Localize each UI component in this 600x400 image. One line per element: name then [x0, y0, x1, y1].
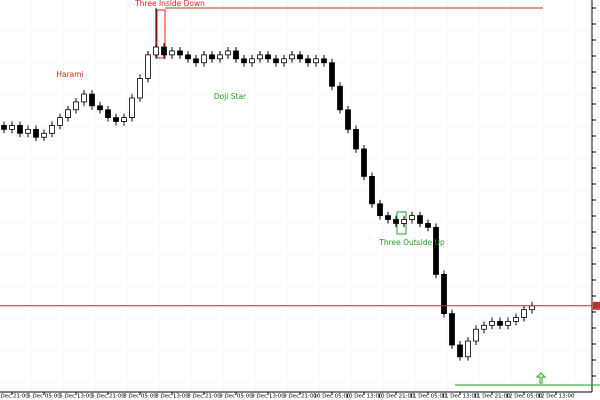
pattern-box: [156, 9, 166, 59]
candle-body: [345, 109, 351, 130]
candle-body: [481, 324, 487, 330]
candle-body: [321, 58, 327, 64]
candle-body: [233, 50, 239, 60]
x-tick-label: 9 Dec 13:00: [251, 394, 285, 400]
x-tick-label: 10 Dec 05:00: [314, 394, 351, 400]
x-tick-label: 10 Dec 13:00: [346, 394, 383, 400]
candle-body: [257, 54, 263, 60]
candle-body: [249, 58, 255, 64]
pattern-label: Doji Star: [214, 92, 247, 101]
candle-body: [33, 128, 39, 138]
x-tick-label: 10 Dec 21:00: [378, 394, 415, 400]
pattern-label: Three Outside Up: [378, 238, 445, 247]
candle-body: [489, 321, 495, 326]
candle-body: [313, 58, 319, 64]
candle-body: [49, 125, 55, 134]
candle-body: [449, 313, 455, 346]
candle-body: [105, 109, 111, 119]
candle-body: [297, 54, 303, 60]
x-tick-label: 5 Dec 21:00: [91, 394, 125, 400]
candle-body: [1, 125, 7, 130]
candle-body: [185, 54, 191, 60]
candle-body: [473, 328, 479, 342]
candle-body: [73, 101, 79, 111]
candle-body: [225, 50, 231, 56]
candle-body: [169, 50, 175, 56]
candle-body: [217, 54, 223, 60]
candle-body: [329, 62, 335, 87]
candle-body: [9, 125, 15, 130]
x-tick-label: 12 Dec 13:00: [538, 394, 575, 400]
x-tick-label: 5 Dec 13:00: [59, 394, 93, 400]
candle-body: [81, 93, 87, 103]
candle-body: [369, 175, 375, 205]
x-tick-label: 8 Dec 13:00: [155, 394, 189, 400]
x-tick-label: 9 Dec 21:00: [283, 394, 317, 400]
candle-body: [281, 58, 287, 64]
candle-body: [505, 321, 511, 326]
candle-body: [273, 58, 279, 64]
candle-body: [41, 132, 47, 138]
candle-body: [65, 109, 71, 119]
x-tick-label: 8 Dec 21:00: [187, 394, 221, 400]
x-tick-label: 11 Dec 05:00: [410, 394, 447, 400]
candle-body: [145, 54, 151, 79]
candle-body: [529, 305, 535, 311]
candle-body: [377, 203, 383, 216]
x-tick-label: 12 Dec 05:00: [506, 394, 543, 400]
x-tick-label: 11 Dec 13:00: [442, 394, 479, 400]
candle-body: [201, 54, 207, 64]
candle-body: [465, 340, 471, 358]
candle-body: [57, 117, 63, 126]
candle-body: [89, 93, 95, 107]
candle-body: [433, 226, 439, 275]
candle-body: [417, 215, 423, 224]
pattern-label: Three Inside Down: [134, 0, 205, 8]
x-tick-label: 9 Dec 05:00: [219, 394, 253, 400]
candle-body: [97, 105, 103, 111]
candle-body: [113, 117, 119, 122]
up-arrow: [535, 372, 547, 384]
x-tick-label: 8 Dec 05:00: [123, 394, 157, 400]
candle-body: [129, 97, 135, 119]
candle-body: [401, 219, 407, 224]
candle-body: [305, 58, 311, 64]
candle-body: [289, 54, 295, 60]
candle-body: [241, 58, 247, 64]
x-tick-label: 11 Dec 21:00: [474, 394, 511, 400]
candle-body: [121, 117, 127, 122]
candle-body: [441, 273, 447, 314]
candle-body: [497, 321, 503, 326]
candle-body: [209, 54, 215, 60]
candle-body: [265, 54, 271, 60]
x-tick-label: 4 Dec 21:00: [0, 394, 29, 400]
candle-body: [137, 78, 143, 99]
candle-body: [153, 46, 159, 56]
candle-body: [393, 219, 399, 224]
candle-body: [513, 317, 519, 322]
grid: [0, 0, 592, 392]
candle-body: [425, 223, 431, 228]
candle-body: [385, 215, 391, 220]
price-marker: [593, 301, 600, 310]
candle-body: [17, 125, 23, 134]
candle-body: [193, 58, 199, 64]
candle-body: [457, 344, 463, 358]
candle-body: [409, 215, 415, 220]
candle-body: [177, 50, 183, 56]
candle-body: [161, 46, 167, 56]
candle-body: [361, 148, 367, 177]
candle-body: [353, 128, 359, 150]
candle-body: [337, 85, 343, 111]
candle-body: [25, 128, 31, 134]
pattern-label: Harami: [56, 70, 83, 79]
candle-body: [521, 309, 527, 318]
x-tick-label: 5 Dec 05:00: [27, 394, 61, 400]
